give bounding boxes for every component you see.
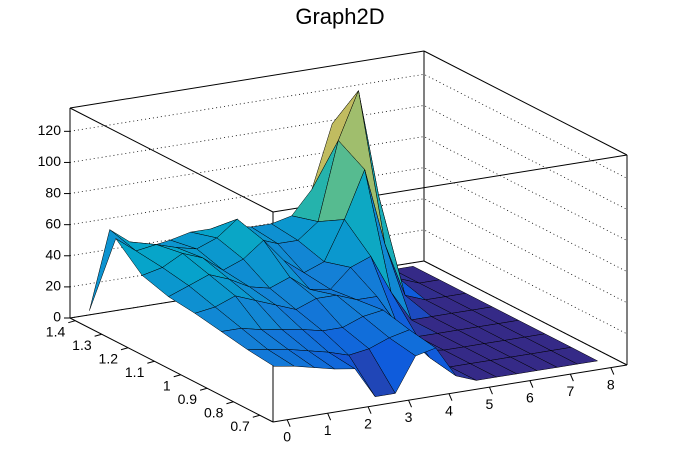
- z-tick-label: 100: [38, 153, 62, 169]
- tick-mark: [448, 393, 453, 401]
- tick-mark: [120, 347, 129, 351]
- x-tick-label: 6: [526, 389, 534, 405]
- tick-mark: [252, 414, 260, 418]
- tick-mark: [569, 373, 574, 382]
- chart-title: Graph2D: [295, 4, 384, 29]
- tick-mark: [408, 399, 412, 408]
- x-tick-label: 0: [283, 428, 291, 444]
- tick-mark: [327, 413, 332, 421]
- tick-mark: [529, 380, 534, 388]
- tick-mark: [610, 367, 615, 375]
- z-tick-label: 40: [45, 246, 61, 262]
- y-tick-label: 0.9: [178, 391, 198, 407]
- surface-cell: [246, 349, 296, 367]
- x-tick-label: 3: [405, 409, 413, 425]
- y-tick-label: 1.3: [72, 337, 92, 353]
- tick-mark: [68, 320, 76, 324]
- x-tick-label: 4: [445, 402, 453, 418]
- box-edge: [423, 50, 628, 156]
- y-tick-label: 0.7: [230, 418, 250, 434]
- z-tick-label: 0: [53, 309, 61, 325]
- z-tick-label: 20: [45, 278, 61, 294]
- tick-mark: [199, 387, 208, 391]
- z-tick-label: 120: [38, 122, 62, 138]
- y-tick-label: 1.2: [99, 350, 119, 366]
- tick-mark: [367, 406, 372, 414]
- x-tick-label: 1: [324, 422, 332, 438]
- z-tick-label: 60: [45, 215, 61, 231]
- tick-mark: [286, 419, 291, 427]
- tick-mark: [226, 401, 234, 405]
- tick-mark: [147, 360, 155, 364]
- y-axis: [69, 317, 274, 423]
- tick-mark: [173, 374, 181, 378]
- x-axis: [272, 364, 628, 423]
- x-tick-label: 8: [607, 376, 615, 392]
- x-tick-label: 7: [566, 383, 574, 399]
- z-tick-label: 80: [45, 184, 61, 200]
- x-tick-label: 5: [486, 396, 494, 412]
- box-edge: [69, 107, 274, 213]
- y-tick-label: 1.4: [46, 323, 66, 339]
- tick-mark: [488, 386, 493, 395]
- y-tick-label: 1.1: [125, 364, 145, 380]
- y-tick-label: 1: [163, 377, 171, 393]
- tick-mark: [94, 333, 102, 337]
- x-tick-label: 2: [364, 415, 372, 431]
- y-tick-label: 0.8: [204, 404, 224, 420]
- box-edge: [69, 50, 425, 109]
